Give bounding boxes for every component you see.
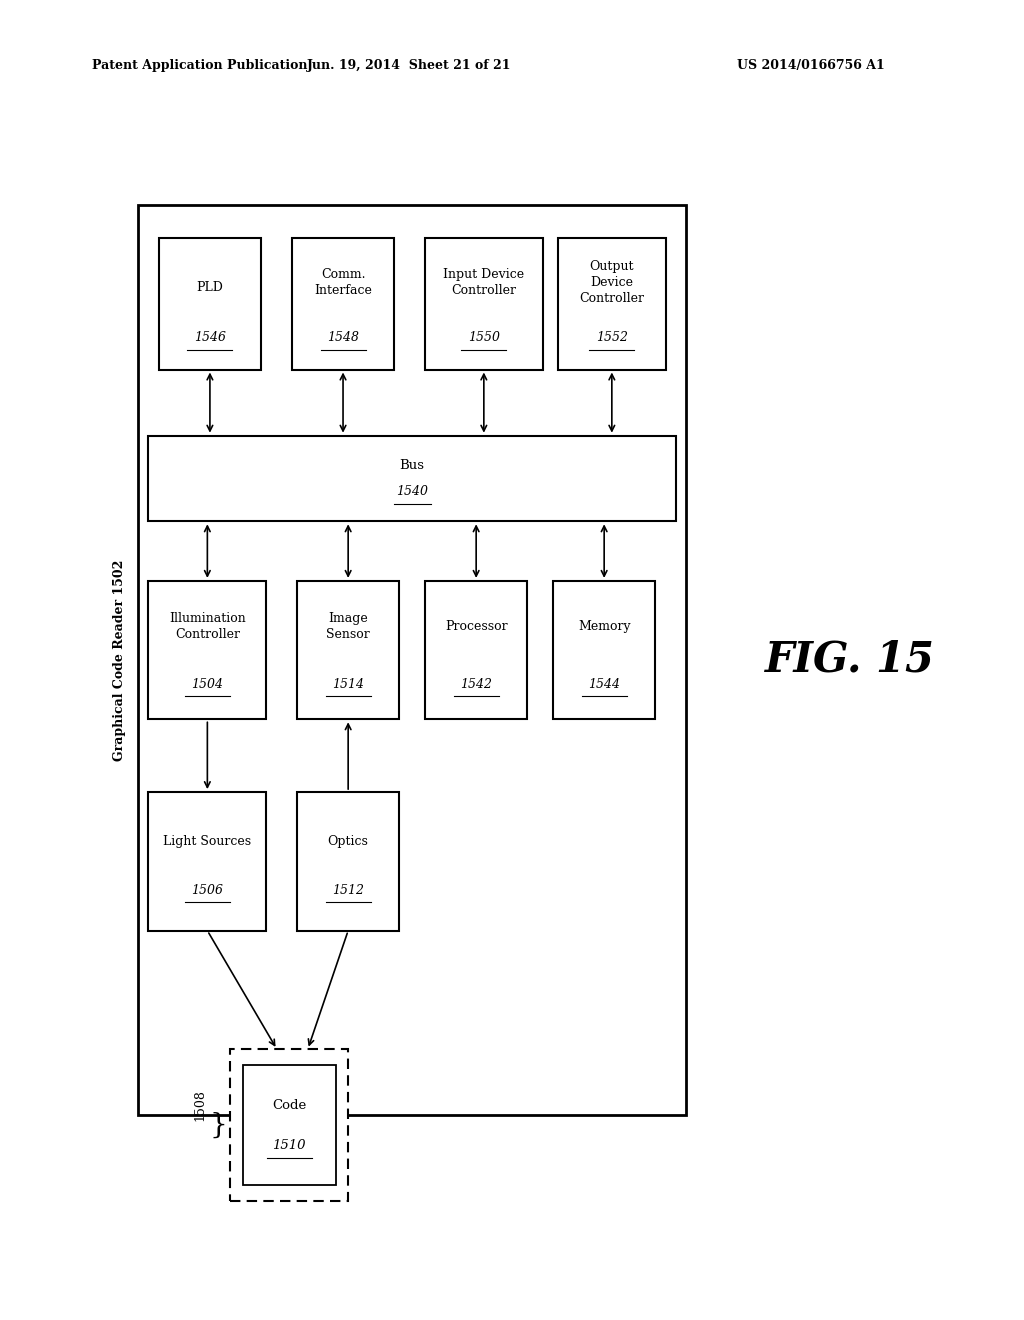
Bar [425,238,543,370]
Text: }: } [209,1111,227,1139]
Bar [558,238,666,370]
Bar [148,792,266,931]
Bar [243,1065,336,1185]
Text: 1548: 1548 [327,331,359,345]
Bar [292,238,394,370]
Text: Light Sources: Light Sources [163,836,252,847]
Text: Memory: Memory [578,620,631,632]
Text: Graphical Code Reader 1502: Graphical Code Reader 1502 [114,560,126,760]
Text: Output
Device
Controller: Output Device Controller [580,260,644,305]
Text: Illumination
Controller: Illumination Controller [169,612,246,640]
Text: Input Device
Controller: Input Device Controller [443,268,524,297]
Bar [230,1049,348,1201]
Bar [148,581,266,719]
Text: US 2014/0166756 A1: US 2014/0166756 A1 [737,59,885,73]
Text: 1540: 1540 [396,486,428,498]
Text: 1506: 1506 [191,884,223,896]
Text: 1510: 1510 [272,1139,306,1151]
Text: Jun. 19, 2014  Sheet 21 of 21: Jun. 19, 2014 Sheet 21 of 21 [307,59,512,73]
Text: 1544: 1544 [588,678,621,690]
Text: Bus: Bus [399,459,425,471]
Text: Comm.
Interface: Comm. Interface [314,268,372,297]
Text: FIG. 15: FIG. 15 [765,639,935,681]
Text: 1550: 1550 [468,331,500,345]
Bar [553,581,655,719]
Text: Processor: Processor [444,620,508,632]
Bar [159,238,261,370]
Bar [138,205,686,1115]
Text: 1504: 1504 [191,678,223,690]
Text: PLD: PLD [197,281,223,294]
Text: 1512: 1512 [332,884,365,896]
Text: Image
Sensor: Image Sensor [327,612,370,640]
Text: Patent Application Publication: Patent Application Publication [92,59,307,73]
Text: 1546: 1546 [194,331,226,345]
Bar [148,436,676,521]
Text: 1542: 1542 [460,678,493,690]
Text: Code: Code [272,1100,306,1111]
Bar [297,792,399,931]
Text: Optics: Optics [328,836,369,847]
Bar [425,581,527,719]
Text: 1514: 1514 [332,678,365,690]
Text: 1552: 1552 [596,331,628,345]
Text: 1508: 1508 [194,1089,206,1122]
Bar [297,581,399,719]
